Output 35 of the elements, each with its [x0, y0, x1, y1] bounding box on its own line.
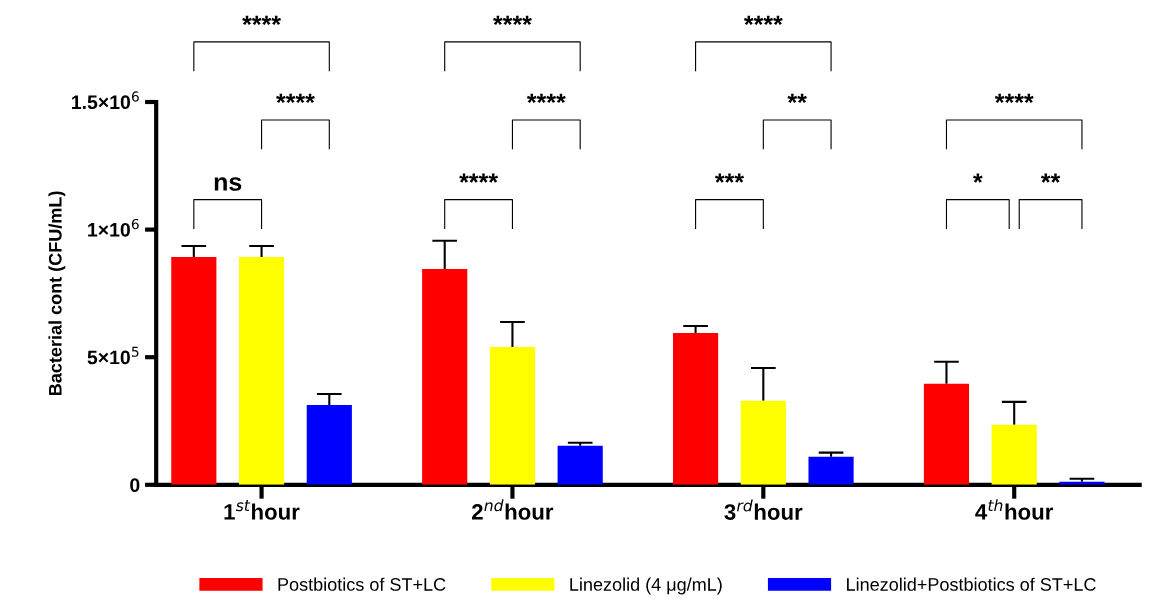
bar — [991, 424, 1037, 485]
annotation: * — [973, 173, 983, 183]
annotation: ** — [1040, 173, 1061, 183]
annotation: **** — [526, 93, 566, 104]
bar — [740, 400, 786, 485]
bar — [306, 404, 352, 485]
annotation: ns — [214, 177, 242, 191]
bar — [422, 268, 468, 485]
annotation: *** — [714, 173, 745, 183]
y-tick-label: 0 — [130, 478, 140, 493]
annotation: **** — [459, 173, 499, 183]
x-tick-label: 4$^{th}$hour — [975, 499, 1054, 520]
annotation: **** — [994, 93, 1034, 104]
y-tick-label: 1×10$^{6}$ — [88, 218, 139, 237]
text: **** — [493, 15, 532, 25]
bar — [238, 256, 285, 485]
annotation: ** — [787, 93, 807, 104]
text: **** — [242, 15, 281, 25]
bar — [808, 456, 854, 485]
y-tick-label: 1.5×10$^{6}$ — [72, 91, 139, 110]
annotation: **** — [276, 93, 315, 104]
x-tick-label: 2$^{nd}$hour — [471, 499, 554, 520]
x-tick-label: 1$^{st}$hour — [224, 500, 300, 520]
legend-label: Linezolid (4 μg/mL) — [570, 577, 722, 595]
y-tick-label: 5×10$^{5}$ — [87, 346, 139, 365]
bar — [489, 346, 536, 485]
bar — [923, 383, 970, 485]
text: **** — [743, 15, 783, 25]
bar — [557, 445, 603, 485]
y-axis-title: Bacterial cont (CFU/mL) — [48, 191, 66, 396]
bar — [673, 332, 719, 485]
bar — [171, 256, 217, 485]
legend-label: Linezolid+Postbiotics of ST+LC — [847, 577, 1096, 591]
x-tick-label: 3$^{rd}$hour — [724, 499, 803, 520]
legend-label: Postbiotics of ST+LC — [278, 577, 446, 591]
